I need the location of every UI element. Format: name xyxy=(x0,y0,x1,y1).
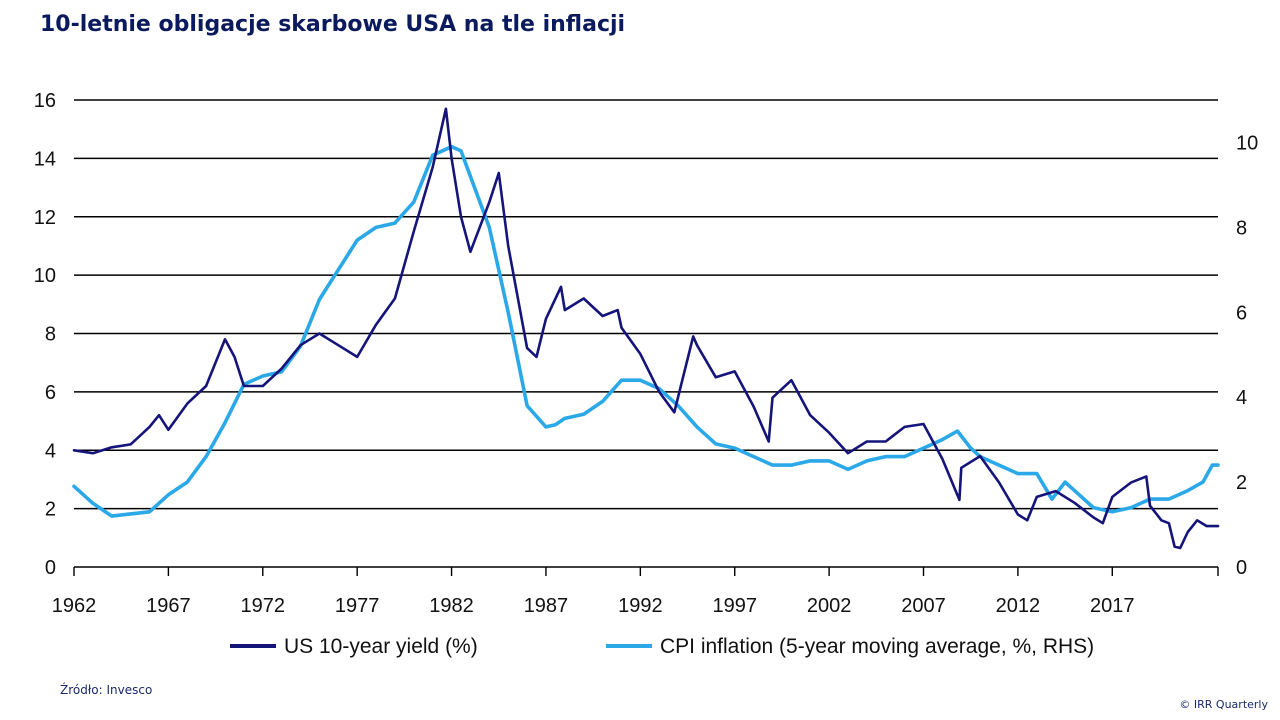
right-tick-label: 8 xyxy=(1236,217,1247,239)
left-tick-label: 4 xyxy=(45,440,56,462)
copyright-note: © IRR Quarterly xyxy=(1179,698,1268,711)
left-tick-label: 12 xyxy=(34,207,56,229)
left-tick-label: 14 xyxy=(34,148,56,170)
x-tick-label: 1987 xyxy=(524,595,569,617)
x-tick-label: 1977 xyxy=(335,595,380,617)
x-axis-ticks: 1962 1967 1972 1977 1982 1987 1992 1997 2002 2007… xyxy=(52,567,1219,617)
x-tick-label: 2002 xyxy=(807,595,852,617)
legend-label-cpi: CPI inflation (5-year moving average, %,… xyxy=(660,635,1094,658)
left-tick-label: 16 xyxy=(34,90,56,112)
right-tick-label: 10 xyxy=(1236,132,1258,154)
x-tick-label: 2012 xyxy=(996,595,1041,617)
left-tick-label: 10 xyxy=(34,265,56,287)
x-tick-label: 1982 xyxy=(429,595,474,617)
right-tick-label: 4 xyxy=(1236,387,1247,409)
right-axis-ticks: 0 2 4 6 8 10 xyxy=(1236,132,1258,579)
left-tick-label: 0 xyxy=(45,557,56,579)
left-tick-label: 6 xyxy=(45,382,56,404)
gridlines xyxy=(74,99,1218,568)
series-line-cpi xyxy=(72,144,1220,518)
x-tick-label: 2007 xyxy=(901,595,946,617)
left-axis-ticks: 0 2 4 6 8 10 12 14 16 xyxy=(34,90,56,579)
right-tick-label: 0 xyxy=(1236,557,1247,579)
series-lines xyxy=(72,107,1220,550)
legend: US 10-year yield (%) CPI inflation (5-ye… xyxy=(230,635,1094,658)
legend-label-yield: US 10-year yield (%) xyxy=(284,635,478,658)
series-line-yield xyxy=(72,107,1220,550)
x-tick-label: 1992 xyxy=(618,595,663,617)
x-tick-label: 1967 xyxy=(146,595,191,617)
right-tick-label: 2 xyxy=(1236,472,1247,494)
left-tick-label: 8 xyxy=(45,324,56,346)
x-tick-label: 1962 xyxy=(52,595,97,617)
x-tick-label: 1997 xyxy=(712,595,757,617)
right-tick-label: 6 xyxy=(1236,302,1247,324)
x-tick-label: 1972 xyxy=(241,595,286,617)
x-tick-label: 2017 xyxy=(1090,595,1135,617)
chart-title: 10-letnie obligacje skarbowe USA na tle … xyxy=(40,12,626,37)
source-note: Źródło: Invesco xyxy=(60,683,153,697)
left-tick-label: 2 xyxy=(45,499,56,521)
